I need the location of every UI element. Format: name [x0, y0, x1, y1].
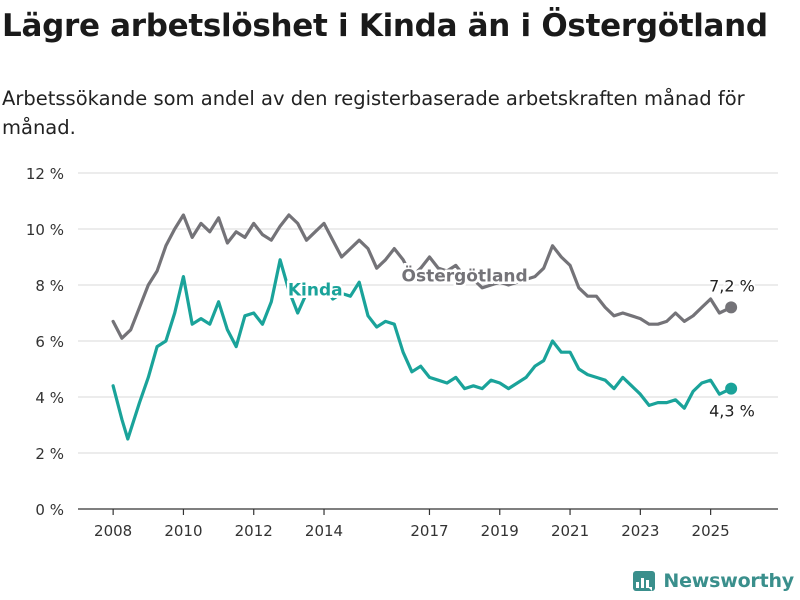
- x-tick-label: 2014: [305, 522, 343, 540]
- y-tick-label: 4 %: [35, 389, 64, 407]
- end-point-marker: [725, 382, 738, 395]
- newsworthy-logo-icon: [633, 571, 656, 591]
- chart-subtitle: Arbetssökande som andel av den registerb…: [2, 87, 745, 139]
- end-value-label: 4,3 %: [709, 402, 755, 421]
- x-tick-label: 2010: [164, 522, 202, 540]
- y-tick-label: 10 %: [26, 221, 64, 239]
- series-label: Kinda: [288, 281, 343, 301]
- y-tick-label: 6 %: [35, 333, 64, 351]
- series-line-östergötland: [111, 213, 733, 340]
- x-tick-label: 2019: [481, 522, 519, 540]
- x-tick-label: 2008: [94, 522, 132, 540]
- end-value-label: 7,2 %: [709, 276, 755, 295]
- y-tick-label: 12 %: [26, 165, 64, 183]
- x-tick-label: 2012: [235, 522, 273, 540]
- x-tick-label: 2021: [551, 522, 589, 540]
- series-label: Östergötland: [402, 265, 528, 287]
- series-line-kinda: [111, 258, 733, 441]
- brand-logo: Newsworthy: [632, 569, 794, 593]
- x-tick-label: 2023: [621, 522, 659, 540]
- end-point-marker: [725, 301, 738, 314]
- x-tick-label: 2017: [410, 522, 448, 540]
- y-tick-label: 0 %: [35, 501, 64, 519]
- y-tick-label: 2 %: [35, 445, 64, 463]
- x-tick-label: 2025: [692, 522, 730, 540]
- y-tick-label: 8 %: [35, 277, 64, 295]
- chart-title: Lägre arbetslöshet i Kinda än i Östergöt…: [2, 8, 768, 44]
- brand-name: Newsworthy: [663, 570, 794, 592]
